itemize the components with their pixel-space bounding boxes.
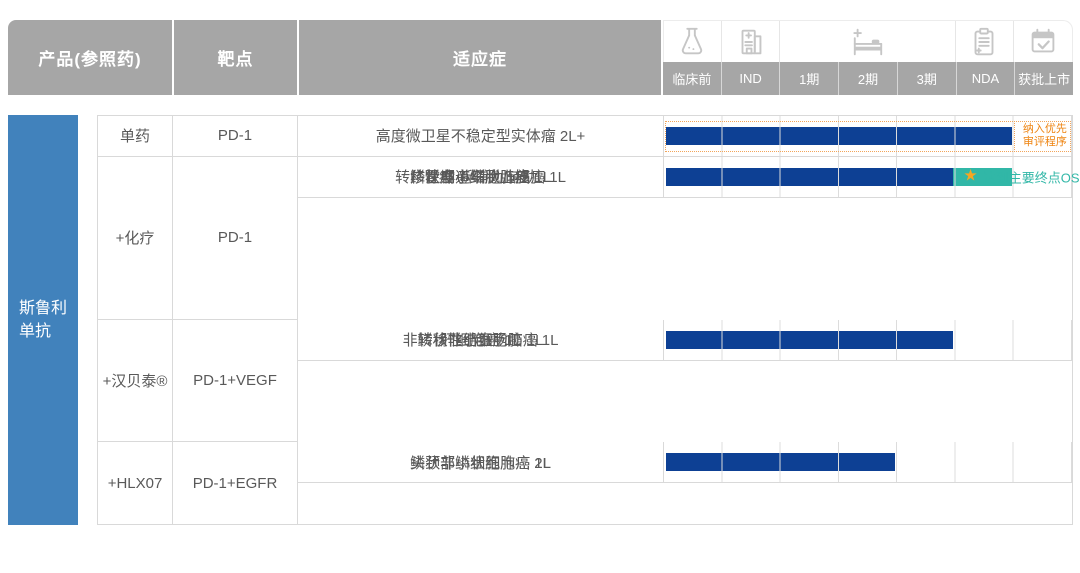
phase-label: 3期 (898, 62, 957, 95)
progress-track: 纳入优先 审评程序 (664, 116, 1072, 157)
product-sidebar: 斯鲁利 单抗 (8, 115, 78, 525)
milestone-annotation: ★ 达到主要终点OS (963, 167, 1079, 186)
target-cell: PD-1 (173, 116, 298, 157)
progress-track (664, 319, 1072, 361)
priority-review-note: 纳入优先 审评程序 (1022, 122, 1067, 148)
phase-label: NDA (957, 62, 1016, 95)
progress-bar (666, 330, 896, 349)
indication-cell: 转移性结直肠癌 1L (298, 319, 664, 361)
header-indication: 适应症 (297, 20, 661, 95)
phase-label: 临床前 (663, 62, 722, 95)
header-target: 靶点 (172, 20, 297, 95)
progress-bar (666, 453, 896, 472)
phase-label: 2期 (839, 62, 898, 95)
combo-cell: +化疗 (98, 156, 173, 320)
progress-bar (666, 167, 954, 186)
calendar-check-icon (1014, 21, 1072, 62)
product-name-line2: 单抗 (19, 323, 52, 340)
indication-cell: 鳞状非小细胞肺癌 1L (298, 442, 664, 484)
phase-label: IND (722, 62, 781, 95)
priority-review-divider (1013, 121, 1015, 152)
hospital-icon (722, 21, 781, 62)
phase-icon-band (663, 20, 1073, 62)
hospital-bed-icon (780, 21, 956, 62)
phase-label: 获批上市 (1018, 72, 1071, 87)
indication-cell: 胃癌 新辅助/辅助 (298, 156, 664, 198)
progress-bar (666, 126, 1012, 145)
clipboard-icon (956, 21, 1015, 62)
combo-cell: +汉贝泰® (98, 319, 173, 443)
flask-icon (664, 21, 722, 62)
pipeline-table: 单药 PD-1 高度微卫星不稳定型实体瘤 2L+ 纳入优先 审评程序 +化疗 PD-1 鳞状非… (97, 115, 1080, 525)
milestone-text: 达到主要终点OS (982, 170, 1080, 186)
phase-label: 1期 (780, 62, 840, 95)
phase-label-strip: 临床前 IND 1期 2期 3期 NDA 获批上市 (663, 62, 1073, 95)
header-product: 产品(参照药) (8, 20, 172, 95)
combo-cell: 单药 (98, 116, 173, 157)
product-name-line1: 斯鲁利 (19, 300, 68, 317)
target-cell: PD-1 (173, 156, 298, 320)
combo-cell: +HLX07 (98, 442, 173, 524)
target-cell: PD-1+EGFR (173, 442, 298, 524)
table-header: 产品(参照药) 靶点 适应症 (8, 20, 661, 95)
star-icon: ★ (963, 167, 978, 185)
progress-track (664, 442, 1072, 484)
indication-cell: 高度微卫星不稳定型实体瘤 2L+ (298, 116, 664, 157)
target-cell: PD-1+VEGF (173, 319, 298, 443)
